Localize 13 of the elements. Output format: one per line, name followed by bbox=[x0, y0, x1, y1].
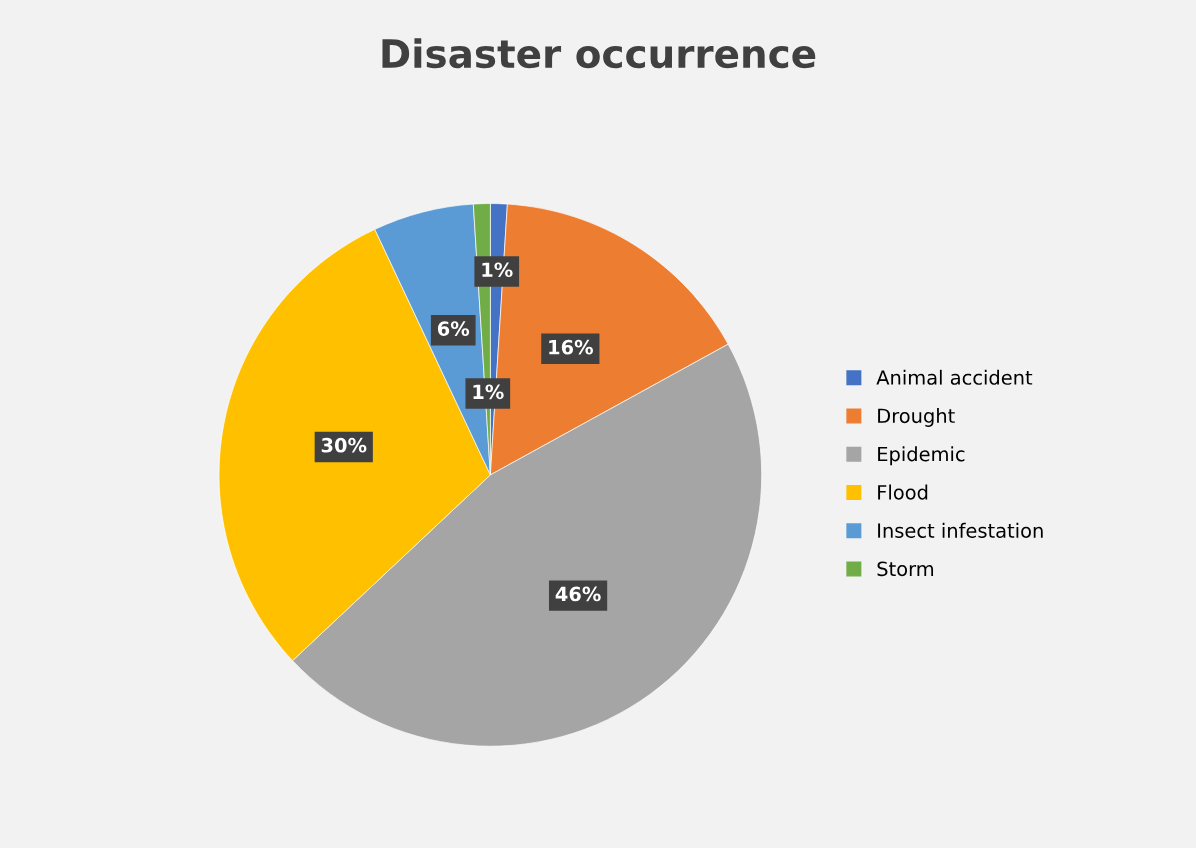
data-label: 1% bbox=[473, 384, 504, 400]
legend-label: Storm bbox=[877, 561, 934, 577]
legend-label: Epidemic bbox=[878, 446, 965, 466]
legend-label: Animal accident bbox=[876, 369, 1033, 385]
chart-title: Disaster occurrence bbox=[382, 38, 816, 69]
legend-label: Flood bbox=[878, 484, 928, 500]
data-label: 46% bbox=[555, 586, 601, 602]
legend-label: Insect infestation bbox=[878, 522, 1043, 538]
data-label: 16% bbox=[549, 339, 593, 355]
data-label: 30% bbox=[321, 437, 367, 453]
data-label: 6% bbox=[437, 321, 470, 336]
data-label: 1% bbox=[482, 262, 513, 278]
legend-label: Drought bbox=[878, 408, 955, 427]
